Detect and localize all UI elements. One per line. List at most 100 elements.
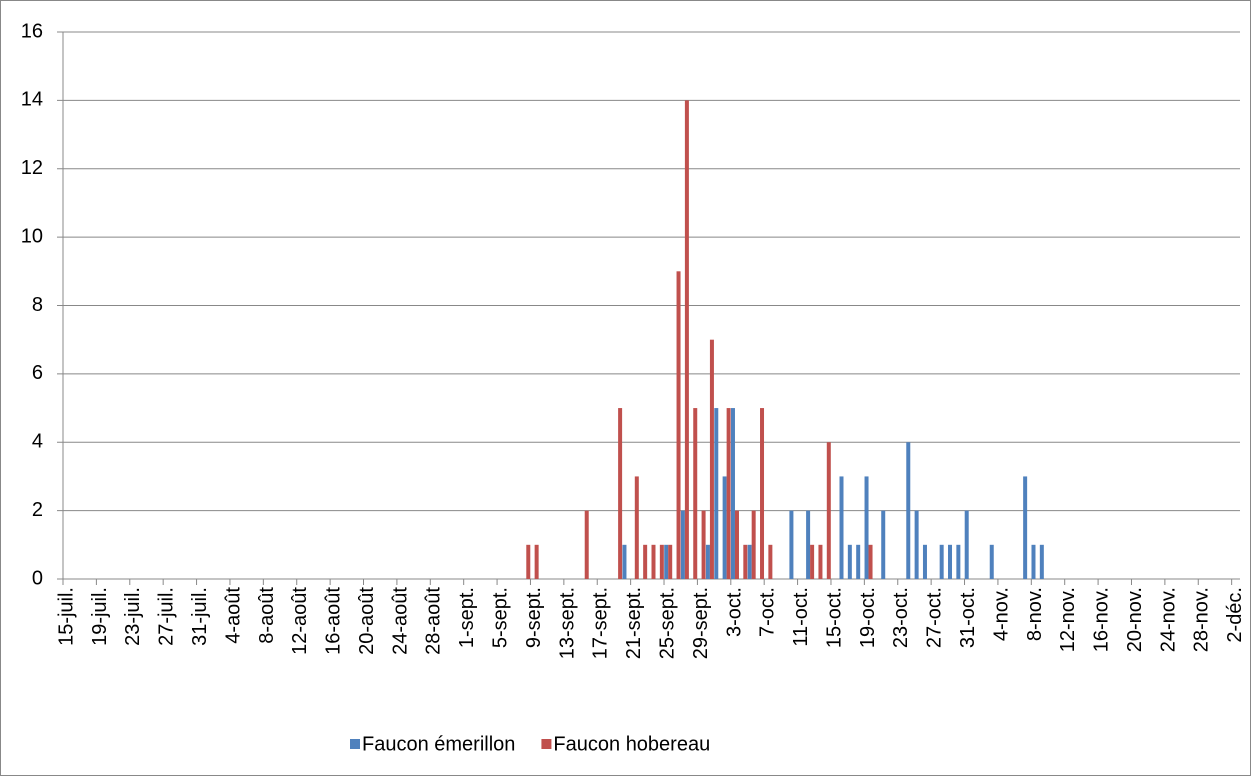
bar	[584, 510, 589, 579]
bar	[964, 510, 969, 579]
bar	[730, 408, 735, 579]
y-tick-label: 6	[32, 362, 43, 384]
bar	[806, 510, 811, 579]
bar	[651, 544, 656, 579]
bar	[622, 544, 627, 579]
x-tick-label: 28-août	[423, 587, 445, 655]
bar	[743, 544, 748, 579]
bar	[1031, 544, 1036, 579]
legend-swatch	[350, 739, 360, 749]
bar	[664, 544, 669, 579]
y-tick-label: 0	[32, 567, 43, 589]
bar	[939, 544, 944, 579]
x-tick-label: 20-nov.	[1124, 587, 1146, 652]
x-tick-label: 28-nov.	[1191, 587, 1213, 652]
x-tick-label: 19-juil.	[89, 587, 111, 646]
bar	[948, 544, 953, 579]
bar	[751, 510, 756, 579]
bar	[768, 544, 773, 579]
x-tick-label: 8-nov.	[1024, 587, 1046, 641]
y-tick-label: 2	[32, 499, 43, 521]
x-tick-label: 19-oct.	[857, 587, 879, 648]
bar	[643, 544, 648, 579]
bar	[534, 544, 539, 579]
x-tick-label: 13-sept.	[556, 587, 578, 659]
x-tick-label: 24-août	[389, 587, 411, 655]
bar	[734, 510, 739, 579]
x-tick-label: 17-sept.	[590, 587, 612, 659]
x-tick-label: 16-nov.	[1091, 587, 1113, 652]
x-tick-label: 2-déc.	[1224, 587, 1246, 643]
x-tick-label: 7-oct.	[757, 587, 779, 637]
bar	[1023, 476, 1028, 579]
bar	[1039, 544, 1044, 579]
bar	[868, 544, 873, 579]
bar	[856, 544, 861, 579]
bar	[684, 100, 689, 579]
x-tick-label: 4-août	[222, 587, 244, 644]
x-tick-label: 1-sept.	[456, 587, 478, 648]
bar	[881, 510, 886, 579]
bar	[810, 544, 815, 579]
bar	[714, 408, 719, 579]
x-tick-label: 16-août	[323, 587, 345, 655]
bar	[922, 544, 927, 579]
bar	[818, 544, 823, 579]
bar	[634, 476, 639, 579]
x-tick-label: 24-nov.	[1157, 587, 1179, 652]
x-tick-label: 31-juil.	[189, 587, 211, 646]
bar	[847, 544, 852, 579]
y-tick-label: 12	[21, 157, 43, 179]
bar	[760, 408, 765, 579]
x-tick-label: 23-juil.	[122, 587, 144, 646]
y-tick-label: 14	[21, 89, 43, 111]
x-tick-label: 29-sept.	[690, 587, 712, 659]
x-tick-label: 15-juil.	[55, 587, 77, 646]
x-tick-label: 15-oct.	[823, 587, 845, 648]
bar	[864, 476, 869, 579]
bar	[906, 442, 911, 579]
bar	[701, 510, 706, 579]
legend-label: Faucon hobereau	[553, 733, 710, 755]
bar	[956, 544, 961, 579]
bar	[914, 510, 919, 579]
x-tick-label: 12-nov.	[1057, 587, 1079, 652]
y-tick-label: 8	[32, 294, 43, 316]
x-tick-label: 27-juil.	[156, 587, 178, 646]
legend: Faucon émerillon Faucon hobereau	[350, 733, 710, 755]
y-tick-label: 4	[32, 431, 43, 453]
bar	[747, 544, 752, 579]
bar	[659, 544, 664, 579]
x-tick-label: 3-oct.	[723, 587, 745, 637]
x-tick-label: 4-nov.	[990, 587, 1012, 641]
x-tick-label: 9-sept.	[523, 587, 545, 648]
bar	[705, 544, 710, 579]
bar	[826, 442, 831, 579]
x-tick-label: 23-oct.	[890, 587, 912, 648]
bar	[693, 408, 698, 579]
bar	[709, 339, 714, 579]
x-tick-label: 21-sept.	[623, 587, 645, 659]
bar	[680, 510, 685, 579]
y-tick-label: 10	[21, 225, 43, 247]
x-tick-label: 27-oct.	[924, 587, 946, 648]
x-tick-label: 5-sept.	[490, 587, 512, 648]
bar	[676, 271, 681, 579]
x-tick-label: 12-août	[289, 587, 311, 655]
legend-label: Faucon émerillon	[362, 733, 515, 755]
bar	[618, 408, 623, 579]
bar	[668, 544, 673, 579]
y-tick-label: 16	[21, 20, 43, 42]
bar	[839, 476, 844, 579]
bar	[989, 544, 994, 579]
x-tick-label: 25-sept.	[656, 587, 678, 659]
bar	[526, 544, 531, 579]
x-tick-label: 20-août	[356, 587, 378, 655]
x-tick-label: 8-août	[256, 587, 278, 644]
bar	[789, 510, 794, 579]
bar	[726, 408, 731, 579]
x-tick-label: 31-oct.	[957, 587, 979, 648]
bar	[722, 476, 727, 579]
